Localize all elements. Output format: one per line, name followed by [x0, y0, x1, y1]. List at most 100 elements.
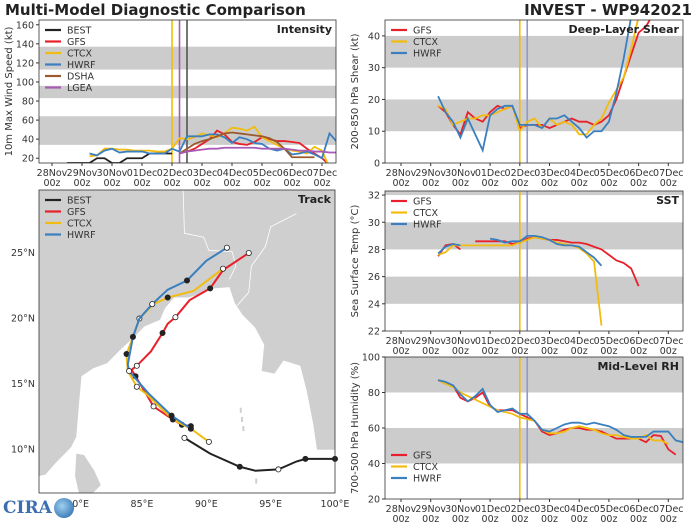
track-point	[302, 455, 309, 462]
x-tick-label: 00z	[73, 178, 90, 189]
series-line-hwrf	[437, 243, 461, 255]
y-tick-label: 26	[368, 272, 380, 283]
x-tick-label: 28Nov	[386, 504, 417, 515]
storm-title: INVEST - WP942021	[524, 1, 692, 19]
y-tick-label: 20°N	[11, 314, 35, 325]
chart-intensity: 2040608010012014016028Nov00z29Nov00z30No…	[4, 19, 337, 189]
plot-frame	[38, 189, 336, 494]
y-tick-label: 140	[16, 39, 34, 50]
legend-label: DSHA	[67, 72, 94, 83]
panel-label: Intensity	[277, 23, 332, 36]
x-tick-label: 28Nov	[386, 336, 417, 347]
x-tick-label: 00z	[392, 514, 409, 525]
y-tick-label: 10°N	[11, 445, 35, 456]
track-point	[207, 285, 214, 292]
x-tick-label: 00z	[600, 178, 617, 189]
legend-label: HWRF	[67, 60, 96, 71]
x-tick-label: 05Dec	[594, 504, 624, 515]
track-point	[275, 466, 282, 473]
y-tick-label: 80	[22, 97, 34, 108]
legend-label: CTCX	[67, 219, 93, 230]
x-tick-label: 28Nov	[386, 168, 417, 179]
track-point	[150, 403, 157, 410]
x-tick-label: 00z	[313, 178, 330, 189]
y-tick-label: 60	[22, 116, 34, 127]
legend-label: GFS	[67, 37, 86, 48]
series-line-lgea	[179, 146, 336, 155]
track-line-hwrf	[126, 246, 228, 430]
x-tick-label: 30Nov	[97, 168, 128, 179]
x-tick-label: 00z	[392, 346, 409, 357]
x-tick-label: 00z	[223, 178, 240, 189]
y-tick-label: 80	[368, 388, 380, 399]
x-tick-label: 00z	[660, 178, 677, 189]
series-line-hwrf	[437, 379, 683, 444]
x-tick-label: 03Dec	[534, 168, 564, 179]
x-tick-label: 06Dec	[277, 168, 307, 179]
y-tick-label: 0	[374, 159, 380, 170]
track-point	[159, 329, 166, 336]
y-tick-label: 100	[16, 77, 34, 88]
legend-label: HWRF	[413, 474, 442, 485]
x-tick-label: 00z	[103, 178, 120, 189]
panel-label: Track	[298, 193, 332, 206]
x-tick-label: 00z	[511, 514, 528, 525]
x-tick-label: 00z	[571, 514, 588, 525]
x-tick-label: 00z	[600, 346, 617, 357]
country-border	[182, 189, 237, 280]
legend-label: CTCX	[413, 208, 439, 219]
x-tick-label: 01Dec	[475, 168, 505, 179]
track-point	[126, 368, 133, 375]
plot-frame	[384, 356, 684, 500]
series-line-ctcx	[437, 379, 669, 445]
x-tick-label: 00z	[422, 178, 439, 189]
legend-label: HWRF	[413, 49, 442, 60]
legend-label: GFS	[413, 26, 432, 37]
y-tick-label: 40	[22, 135, 34, 146]
series-line-gfs	[437, 20, 651, 137]
x-tick-label: 00z	[600, 514, 617, 525]
x-tick-label: 07Dec	[653, 168, 683, 179]
x-tick-label: 29Nov	[415, 336, 446, 347]
legend-label: CTCX	[67, 49, 93, 60]
x-tick-label: 04Dec	[564, 336, 594, 347]
x-tick-label: 00z	[571, 346, 588, 357]
y-axis-label: 10m Max Wind Speed (kt)	[4, 26, 15, 156]
x-tick-label: 00z	[43, 178, 60, 189]
track-point	[245, 249, 252, 256]
track-point	[205, 438, 212, 445]
track-point	[236, 463, 243, 470]
island	[239, 407, 242, 413]
track-point	[223, 244, 230, 251]
shaded-band	[385, 428, 683, 464]
chart-rh: 2040608010028Nov00z29Nov00z30Nov00z01Dec…	[350, 353, 684, 525]
x-tick-label: 05Dec	[247, 168, 277, 179]
x-tick-label: 00z	[482, 514, 499, 525]
x-tick-label: 04Dec	[217, 168, 247, 179]
y-tick-label: 22	[368, 327, 380, 338]
x-tick-label: 03Dec	[187, 168, 217, 179]
track-point	[172, 314, 179, 321]
legend-label: HWRF	[413, 220, 442, 231]
y-tick-label: 20	[22, 154, 34, 165]
x-tick-label: 02Dec	[505, 504, 535, 515]
panel-label: SST	[656, 194, 679, 207]
x-tick-label: 00z	[452, 514, 469, 525]
x-tick-label: 04Dec	[564, 168, 594, 179]
x-tick-label: 01Dec	[475, 504, 505, 515]
x-tick-label: 03Dec	[534, 504, 564, 515]
x-tick-label: 00z	[163, 178, 180, 189]
x-tick-label: 05Dec	[594, 336, 624, 347]
shaded-band	[385, 99, 683, 132]
x-tick-label: 29Nov	[67, 168, 98, 179]
x-tick-label: 06Dec	[623, 504, 653, 515]
x-tick-label: 07Dec	[653, 336, 683, 347]
x-tick-label: 01Dec	[475, 336, 505, 347]
plot-frame	[384, 19, 684, 164]
legend-label: GFS	[67, 207, 86, 218]
track-point	[168, 412, 175, 419]
chart-track: 80°E 85°E 90°E 95°E 100°E 10°N 15°N 20°N 25°N Tra…	[11, 189, 349, 510]
chart-shear: 01020304028Nov00z29Nov00z30Nov00z01Dec00…	[350, 19, 684, 189]
legend-label: CTCX	[413, 462, 439, 473]
y-tick-label: 24	[368, 299, 380, 310]
